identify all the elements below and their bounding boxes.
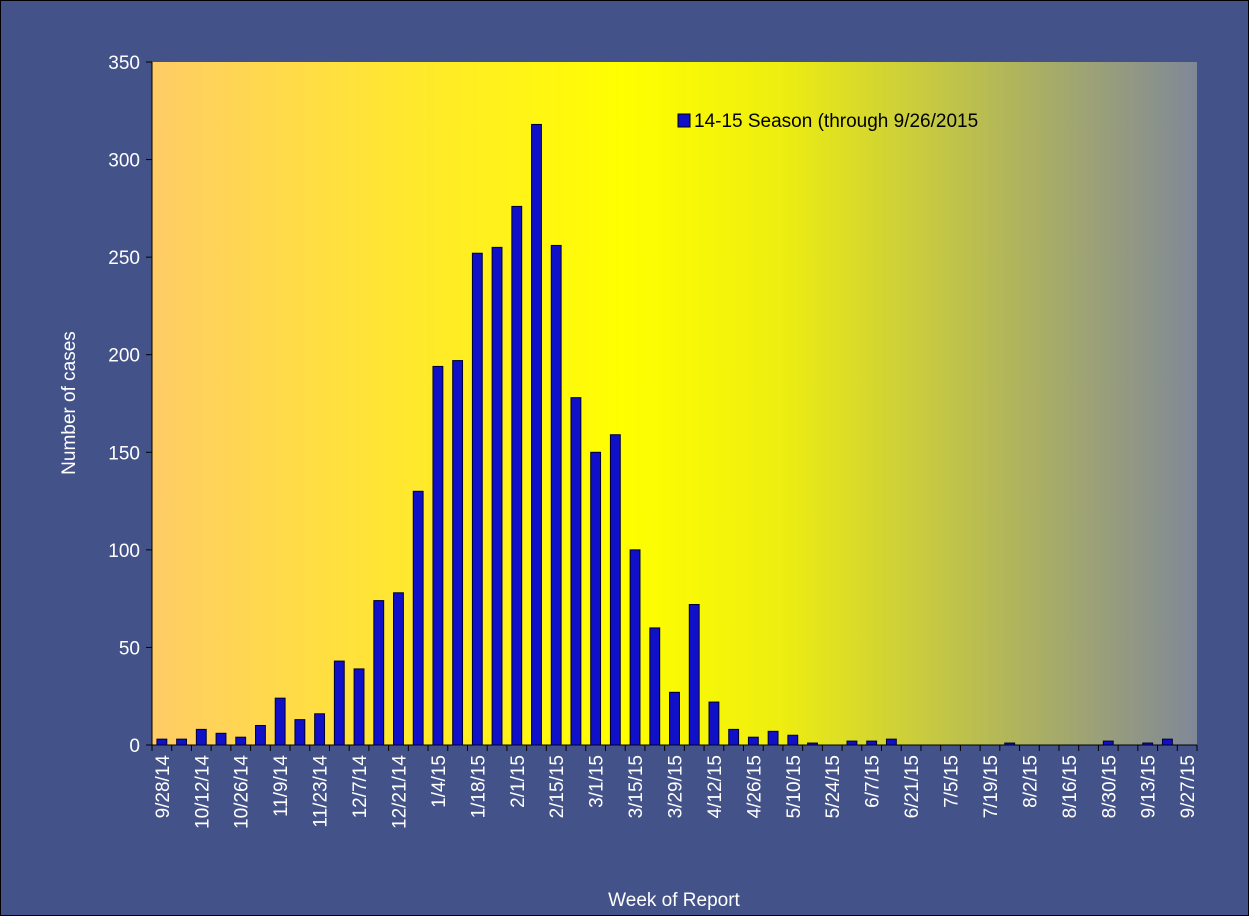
- y-tick-label: 350: [108, 53, 140, 74]
- x-tick-label: 2/1/15: [508, 755, 529, 808]
- bar: [255, 724, 266, 746]
- bar: [314, 713, 326, 746]
- bar: [866, 740, 878, 746]
- bar: [1004, 742, 1016, 746]
- bar: [353, 668, 365, 746]
- x-tick-label: 11/9/14: [271, 755, 292, 817]
- x-tick-label: 1/4/15: [429, 755, 450, 808]
- bar: [393, 592, 404, 746]
- bar: [176, 738, 188, 746]
- bar: [688, 603, 700, 746]
- x-tick-label: 12/21/14: [389, 755, 410, 829]
- bar: [629, 549, 641, 746]
- bar: [432, 365, 444, 746]
- legend-swatch: [677, 113, 691, 128]
- bar: [747, 736, 759, 746]
- bar: [649, 627, 661, 746]
- bar: [1142, 742, 1154, 746]
- x-tick-label: 8/2/15: [1020, 755, 1041, 808]
- x-tick-label: 1/18/15: [468, 755, 489, 818]
- bar: [609, 434, 621, 746]
- y-tick-label: 250: [108, 248, 140, 269]
- x-tick-label: 5/24/15: [823, 755, 844, 818]
- bar: [767, 730, 779, 746]
- x-tick-label: 9/13/15: [1139, 755, 1160, 818]
- x-tick-label: 7/5/15: [942, 755, 963, 808]
- y-tick-label: 50: [119, 638, 140, 659]
- bar: [570, 397, 582, 746]
- x-tick-label: 11/23/14: [311, 755, 332, 828]
- bar: [215, 732, 227, 746]
- x-tick-label: 4/12/15: [705, 755, 726, 818]
- bar: [669, 691, 680, 746]
- x-tick-label: 9/27/15: [1178, 755, 1199, 818]
- x-tick-label: 9/28/14: [153, 755, 174, 819]
- x-tick-label: 6/7/15: [863, 755, 884, 808]
- x-tick-label: 7/19/15: [981, 755, 1002, 818]
- bar: [550, 244, 562, 746]
- bar: [511, 205, 523, 746]
- bar: [412, 490, 424, 746]
- bar: [452, 360, 464, 746]
- x-tick-label: 12/7/14: [350, 755, 371, 819]
- bar: [471, 252, 483, 746]
- bar: [531, 123, 542, 746]
- bar: [195, 728, 207, 746]
- x-tick-label: 10/26/14: [232, 755, 253, 829]
- x-tick-label: 3/29/15: [666, 755, 687, 818]
- x-tick-label: 8/30/15: [1099, 755, 1120, 818]
- bar: [728, 728, 740, 746]
- bar: [846, 740, 858, 746]
- y-tick-label: 200: [108, 346, 140, 367]
- bar: [1161, 738, 1173, 746]
- bar: [1102, 740, 1114, 746]
- y-axis-label: Number of cases: [59, 331, 80, 475]
- bar: [373, 600, 385, 746]
- bar: [156, 738, 168, 746]
- x-axis-label: Week of Report: [608, 890, 740, 911]
- y-tick-label: 100: [108, 541, 140, 562]
- legend-label: 14-15 Season (through 9/26/2015: [694, 111, 978, 132]
- x-tick-label: 8/16/15: [1060, 755, 1081, 818]
- bar: [333, 660, 345, 746]
- bar: [294, 719, 306, 746]
- x-tick-label: 3/1/15: [587, 755, 608, 808]
- bar: [807, 742, 818, 746]
- x-tick-label: 10/12/14: [192, 755, 213, 829]
- bar: [235, 736, 247, 746]
- bar: [491, 246, 503, 746]
- x-tick-label: 4/26/15: [744, 755, 765, 818]
- x-tick-label: 6/21/15: [902, 755, 923, 818]
- y-tick-label: 300: [108, 151, 140, 172]
- bar: [885, 738, 897, 746]
- bar: [590, 451, 602, 746]
- x-tick-label: 2/15/15: [547, 755, 568, 818]
- bar: [708, 701, 720, 746]
- y-tick-label: 0: [129, 736, 140, 757]
- x-tick-label: 3/15/15: [626, 755, 647, 818]
- y-tick-label: 150: [108, 443, 140, 464]
- bar: [274, 697, 286, 746]
- x-tick-label: 5/10/15: [784, 755, 805, 818]
- plot-area: [152, 62, 1197, 745]
- bar: [787, 734, 799, 746]
